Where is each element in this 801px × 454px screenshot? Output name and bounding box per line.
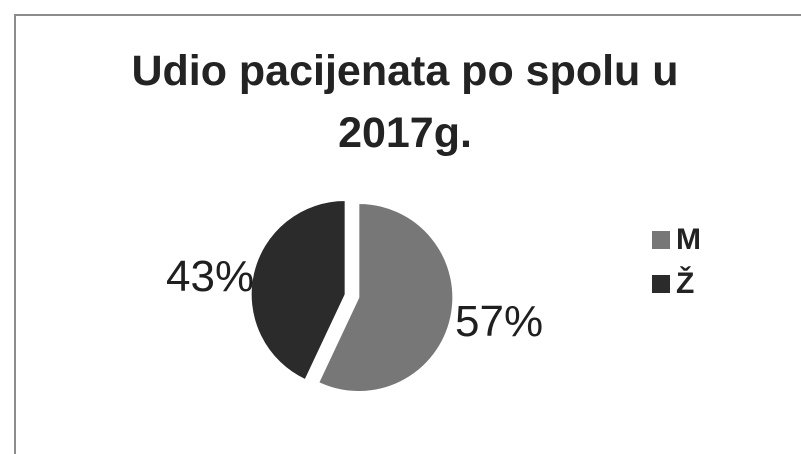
chart-frame (14, 14, 801, 454)
legend-item-m: M (652, 218, 701, 262)
chart-title: Udio pacijenata po spolu u 2017g. (131, 47, 679, 157)
legend-item-z: Ž (652, 262, 701, 306)
legend-label-m: M (676, 223, 701, 256)
legend-swatch-z (652, 275, 670, 293)
legend-swatch-m (652, 231, 670, 249)
pie-slice-m (318, 203, 454, 393)
legend: M Ž (652, 218, 701, 306)
data-label-z: 43% (166, 252, 255, 301)
pie-chart (250, 199, 454, 393)
legend-label-z: Ž (676, 267, 695, 300)
data-label-m: 57% (455, 297, 544, 346)
pie-slice-z (250, 199, 346, 381)
